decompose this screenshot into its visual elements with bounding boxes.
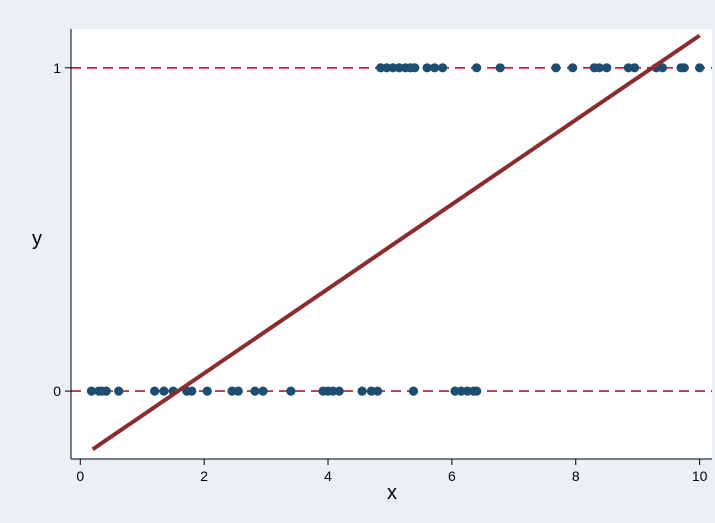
- x-axis-ticks: 0 2 4 6 8 10: [76, 459, 708, 484]
- scatter-point: [657, 63, 668, 73]
- scatter-point: [602, 63, 612, 73]
- scatter-point: [334, 386, 344, 396]
- scatter-point: [202, 386, 212, 396]
- x-axis-title: x: [387, 482, 397, 504]
- scatter-point: [472, 386, 482, 396]
- y-axis-title: y: [32, 228, 42, 250]
- scatter-point: [495, 63, 505, 73]
- scatter-point: [250, 386, 260, 396]
- scatter-point: [159, 386, 169, 396]
- x-tick-label: 8: [572, 468, 580, 484]
- scatter-point: [233, 386, 243, 396]
- scatter-point: [101, 386, 111, 396]
- scatter-point: [472, 63, 482, 73]
- scatter-point: [187, 386, 197, 396]
- scatter-point: [629, 63, 640, 73]
- y-tick-label: 1: [53, 60, 61, 76]
- scatter-point: [114, 386, 124, 396]
- scatter-point: [551, 63, 561, 73]
- scatter-point: [372, 386, 383, 396]
- axes: [70, 29, 712, 460]
- x-tick-label: 6: [448, 468, 456, 484]
- scatter-point: [150, 386, 160, 396]
- fit-line-group: [91, 33, 701, 451]
- x-tick-label: 10: [692, 468, 708, 484]
- scatter-point: [679, 63, 689, 73]
- scatter-point: [437, 63, 448, 73]
- x-tick-label: 0: [76, 468, 84, 484]
- scatter-point: [86, 386, 97, 396]
- y-tick-label: 0: [53, 383, 61, 399]
- scatter-point: [408, 386, 419, 396]
- scatter-point: [357, 386, 367, 396]
- x-tick-label: 4: [324, 468, 332, 484]
- y-axis-ticks: 01: [53, 60, 71, 399]
- scatter-point: [410, 63, 420, 73]
- scatter-point: [568, 63, 578, 73]
- scatter-point: [258, 386, 268, 396]
- scatter-point: [594, 63, 604, 73]
- scatter-point: [429, 63, 440, 73]
- scatter-point: [422, 63, 432, 73]
- scatter-point: [695, 63, 705, 73]
- scatter-point: [286, 386, 296, 396]
- x-tick-label: 2: [200, 468, 208, 484]
- fit-line: [91, 33, 701, 451]
